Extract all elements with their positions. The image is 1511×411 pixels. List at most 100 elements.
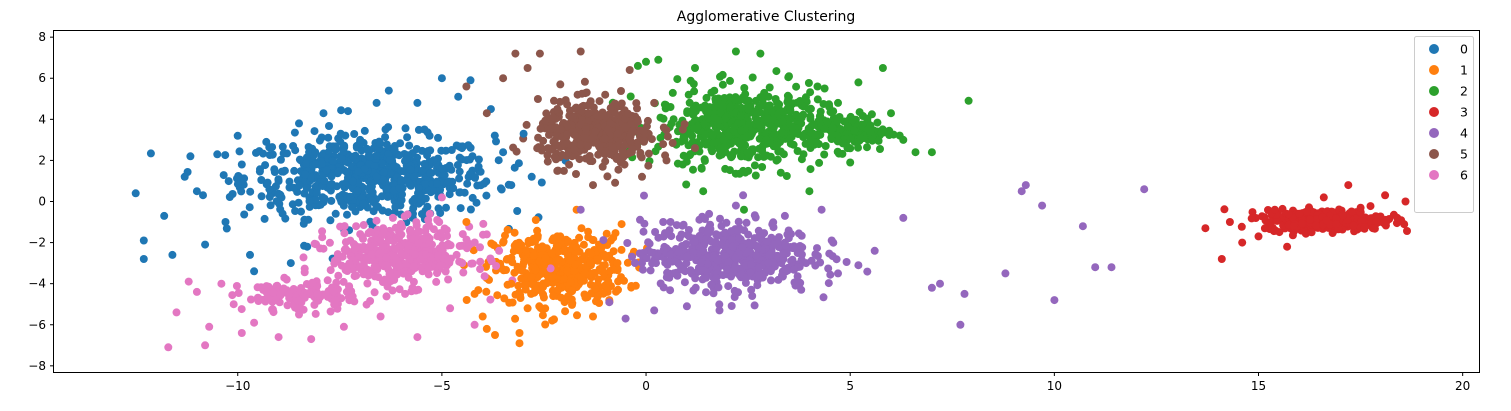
cluster-4-point <box>666 218 675 226</box>
cluster-2-point <box>719 135 728 144</box>
cluster-4-mass-point <box>781 241 790 250</box>
cluster-6-mass-point <box>329 287 338 296</box>
cluster-6-mass-point <box>237 305 246 314</box>
cluster-4-mass-point <box>702 288 710 297</box>
cluster-1-mass-point <box>502 266 510 274</box>
cluster-5-mass-point <box>606 104 615 113</box>
cluster-5-point <box>678 125 687 134</box>
cluster-2-mass-point <box>793 147 802 155</box>
cluster-2-mass-point <box>741 90 750 99</box>
cluster-2-mass-point <box>783 98 792 107</box>
cluster-1-mass-point <box>581 293 590 302</box>
cluster-4-mass-point <box>747 285 756 294</box>
cluster-2-mass-point <box>854 143 862 152</box>
cluster-5-point <box>691 144 699 153</box>
cluster-6-mass-point <box>234 289 243 297</box>
cluster-0-mass-point <box>433 179 441 188</box>
cluster-0-point <box>466 76 475 85</box>
cluster-4-point <box>1017 187 1026 196</box>
cluster-6-mass-point <box>318 227 327 236</box>
cluster-0-mass-point <box>245 203 254 212</box>
cluster-3-mass-point <box>1273 216 1282 225</box>
cluster-4-mass-point <box>828 252 837 261</box>
cluster-0-point <box>168 250 177 259</box>
cluster-0-mass-point <box>326 180 335 189</box>
cluster-0-mass-point <box>397 167 406 176</box>
cluster-0-mass-point <box>395 151 404 160</box>
legend-box <box>1414 36 1474 213</box>
cluster-6-mass-point <box>350 297 359 306</box>
cluster-6-mass-point <box>462 235 471 244</box>
cluster-4-mass-point <box>807 256 816 265</box>
cluster-0-mass-point <box>225 193 234 201</box>
cluster-6-mass-point <box>486 295 495 304</box>
cluster-2-mass-point <box>820 84 829 93</box>
cluster-6-mass-point <box>359 234 367 243</box>
cluster-4-mass-point <box>659 218 668 226</box>
legend-label: 3 <box>1460 105 1468 120</box>
cluster-4-mass-point <box>794 229 803 238</box>
cluster-1-mass-point <box>566 256 575 265</box>
cluster-6-mass-point <box>359 221 368 229</box>
cluster-2-mass-point <box>726 76 734 85</box>
cluster-0-mass-point <box>348 203 356 211</box>
cluster-4-mass-point <box>827 236 836 245</box>
cluster-5-mass-point <box>603 172 612 181</box>
cluster-5-mass-point <box>565 160 574 169</box>
cluster-0-mass-point <box>336 129 345 138</box>
cluster-4-point <box>956 320 965 329</box>
cluster-1-mass-point <box>602 253 610 262</box>
cluster-2-mass-point <box>764 101 773 110</box>
cluster-5-mass-point <box>580 134 589 142</box>
cluster-4-mass-point <box>739 191 748 200</box>
cluster-5-mass-point <box>553 166 562 175</box>
cluster-1-mass-point <box>514 281 523 290</box>
cluster-6-mass-point <box>404 241 412 250</box>
cluster-0-mass-point <box>235 147 244 156</box>
cluster-5-mass-point <box>536 124 545 133</box>
cluster-2-mass-point <box>717 108 726 117</box>
cluster-2-mass-point <box>804 79 813 87</box>
cluster-1-mass-point <box>503 225 512 234</box>
cluster-2-series <box>577 67 904 189</box>
cluster-4-mass-point <box>790 265 798 274</box>
cluster-4-mass-point <box>752 251 760 260</box>
cluster-2-mass-point <box>783 91 792 100</box>
cluster-2-mass-point <box>718 80 727 89</box>
cluster-1-mass-point <box>586 280 595 289</box>
cluster-6-point <box>237 329 246 337</box>
cluster-1-mass-point <box>602 229 611 238</box>
legend-marker <box>1429 44 1439 54</box>
cluster-6-mass-point <box>310 239 319 248</box>
cluster-4-mass-point <box>750 301 759 310</box>
cluster-4-point <box>1107 263 1116 272</box>
cluster-0-point <box>250 267 259 276</box>
cluster-4-mass-point <box>722 218 731 227</box>
cluster-1-mass-point <box>552 241 561 250</box>
cluster-2-mass-point <box>868 136 877 145</box>
cluster-2-mass-point <box>751 171 760 180</box>
cluster-0-mass-point <box>256 165 264 174</box>
cluster-1-mass-point <box>487 239 496 248</box>
cluster-1-mass-point <box>593 292 602 300</box>
cluster-6-mass-point <box>432 277 441 286</box>
cluster-6-mass-point <box>313 290 322 298</box>
cluster-0-mass-point <box>378 159 386 168</box>
cluster-4-mass-point <box>646 266 655 275</box>
cluster-2-mass-point <box>779 107 788 116</box>
cluster-4-mass-point <box>797 250 806 259</box>
cluster-5-mass-point <box>561 96 570 105</box>
cluster-1-mass-point <box>548 273 557 282</box>
cluster-0-mass-point <box>265 151 274 159</box>
cluster-4-mass-point <box>842 258 851 266</box>
cluster-6-point <box>482 230 491 239</box>
cluster-2-mass-point <box>709 139 718 148</box>
cluster-0-mass-point <box>304 215 313 224</box>
cluster-1-point <box>515 329 524 337</box>
cluster-0-mass-point <box>224 177 233 186</box>
cluster-1-point <box>491 331 499 339</box>
cluster-3-mass-point <box>1260 224 1269 233</box>
cluster-0-mass-point <box>350 130 359 138</box>
cluster-0-point <box>344 107 352 116</box>
cluster-4-mass-point <box>751 213 760 222</box>
